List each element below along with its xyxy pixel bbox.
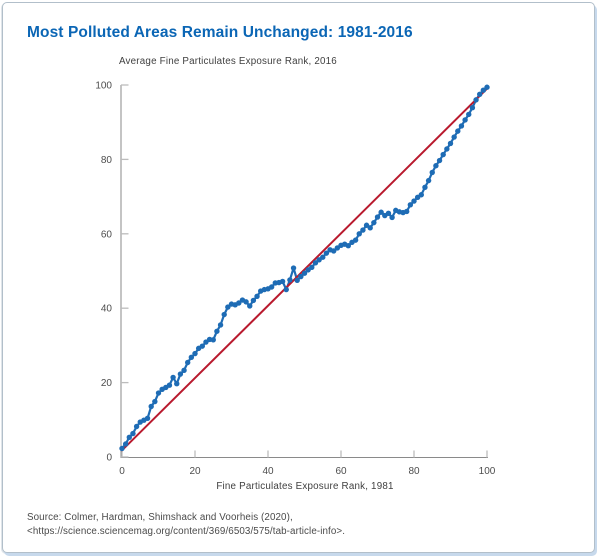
x-tick-label: 60 [335, 466, 347, 477]
rank-2016-vs-1981-marker [185, 359, 191, 366]
rank-2016-vs-1981-marker [214, 328, 220, 334]
rank-2016-vs-1981-marker [268, 284, 275, 290]
rank-2016-vs-1981-marker [444, 146, 450, 152]
rank-2016-vs-1981-marker [247, 303, 253, 309]
x-tick-label: 20 [189, 466, 201, 477]
rank-2016-vs-1981-marker [352, 237, 359, 243]
rank-2016-vs-1981-marker [477, 91, 483, 98]
rank-2016-vs-1981-marker [484, 84, 490, 90]
x-axis-title: Fine Particulates Exposure Rank, 1981 [216, 481, 394, 492]
rank-2016-vs-1981-marker [411, 198, 417, 204]
rank-2016-vs-1981-marker [133, 423, 140, 430]
rank-2016-vs-1981-marker [320, 254, 326, 260]
rank-2016-vs-1981-marker [447, 140, 454, 147]
rank-2016-vs-1981-marker [170, 374, 176, 381]
rank-2016-vs-1981-marker [433, 163, 439, 169]
rank-2016-vs-1981-marker [360, 227, 366, 233]
x-tick-label: 80 [408, 466, 420, 477]
rank-2016-vs-1981-marker [279, 278, 286, 285]
source-line-2: <https://science.sciencemag.org/content/… [27, 525, 346, 537]
rank-2016-vs-1981-marker [119, 445, 125, 452]
rank-2016-vs-1981-marker [254, 293, 260, 299]
45-degree-reference-line [121, 87, 488, 452]
rank-2016-vs-1981-marker [458, 123, 465, 129]
rank-2016-vs-1981-marker [221, 311, 227, 318]
rank-2016-vs-1981-marker [243, 299, 249, 305]
y-tick-label: 100 [95, 81, 112, 92]
rank-2016-vs-1981-marker [455, 128, 461, 134]
rank-2016-vs-1981-marker [462, 117, 468, 123]
y-tick-label: 40 [101, 304, 113, 315]
rank-2016-vs-1981-marker [422, 184, 428, 190]
rank-2016-vs-1981-marker [323, 250, 330, 256]
rank-2016-vs-1981-marker [225, 304, 231, 310]
rank-2016-vs-1981-marker [188, 354, 195, 361]
rank-2016-vs-1981-marker [126, 434, 132, 440]
rank-2016-vs-1981-marker [294, 277, 300, 283]
rank-2016-vs-1981-marker [309, 264, 315, 270]
y-axis-title: Average Fine Particulates Exposure Rank,… [119, 56, 337, 67]
x-tick-label: 40 [262, 466, 274, 477]
rank-2016-vs-1981-marker [283, 286, 289, 293]
rank-2016-vs-1981-marker [385, 210, 392, 217]
x-tick-label: 0 [119, 466, 125, 477]
rank-2016-vs-1981-marker [345, 243, 351, 249]
rank-2016-vs-1981-marker [152, 398, 158, 405]
rank-2016-vs-1981-marker [378, 209, 384, 215]
rank-2016-vs-1981-marker [250, 297, 257, 304]
rank-2016-vs-1981-marker [331, 248, 337, 254]
rank-2016-vs-1981-marker [469, 104, 476, 111]
rank-2016-vs-1981-marker [130, 430, 136, 437]
rank-2016-vs-1981-marker [440, 151, 446, 158]
source-line-1: Source: Colmer, Hardman, Shimshack and V… [27, 512, 293, 523]
x-tick-label: 100 [479, 466, 496, 477]
rank-2016-vs-1981-marker [371, 219, 377, 226]
rank-2016-vs-1981-marker [144, 415, 151, 422]
rank-2016-vs-1981-marker [389, 214, 395, 221]
rank-2016-vs-1981-marker [404, 208, 410, 215]
rank-2016-vs-1981-marker [436, 157, 443, 164]
rank-2016-vs-1981-marker [217, 322, 224, 328]
rank-2016-vs-1981-marker [301, 270, 308, 276]
rank-2016-vs-1981-line [120, 86, 489, 450]
rank-2016-vs-1981-marker [148, 403, 154, 410]
rank-2016-vs-1981-marker [210, 337, 216, 343]
source-citation: Source: Colmer, Hardman, Shimshack and V… [27, 511, 345, 538]
rank-2016-vs-1981-marker [181, 367, 187, 374]
rank-2016-vs-1981-marker [356, 231, 362, 237]
rank-2016-vs-1981-marker [312, 260, 319, 266]
rank-2016-vs-1981-marker [480, 87, 487, 93]
rank-2016-vs-1981-marker [290, 265, 297, 271]
rank-2016-vs-1981-marker [298, 273, 304, 280]
y-tick-label: 0 [106, 453, 112, 464]
rank-2016-vs-1981-marker [425, 177, 432, 184]
rank-2016-vs-1981-marker [407, 202, 414, 208]
y-tick-label: 20 [101, 378, 113, 389]
rank-2016-vs-1981-marker [429, 169, 435, 176]
rank-2016-vs-1981-marker [418, 192, 424, 198]
page-title: Most Polluted Areas Remain Unchanged: 19… [27, 24, 413, 42]
rank-2016-vs-1981-marker [236, 300, 242, 306]
rank-2016-vs-1981-marker [374, 214, 381, 220]
rank-2016-vs-1981-marker [122, 441, 129, 447]
rank-2016-vs-1981-marker [192, 350, 198, 357]
rank-2016-vs-1981-marker [367, 225, 373, 231]
rank-2016-vs-1981-marker [174, 381, 180, 387]
rank-2016-vs-1981-marker [199, 343, 205, 349]
rank-2016-vs-1981-marker [166, 382, 173, 388]
y-tick-label: 80 [101, 155, 113, 166]
rank-2016-vs-1981-marker [287, 277, 293, 283]
rank-2016-vs-1981-marker [473, 97, 479, 103]
rank-2016-vs-1981-marker [466, 111, 472, 118]
rank-2016-vs-1981-marker [177, 371, 184, 377]
rank-2016-vs-1981-marker [451, 134, 457, 140]
rank-2016-vs-1981-marker [155, 390, 162, 396]
y-tick-label: 60 [101, 229, 113, 240]
